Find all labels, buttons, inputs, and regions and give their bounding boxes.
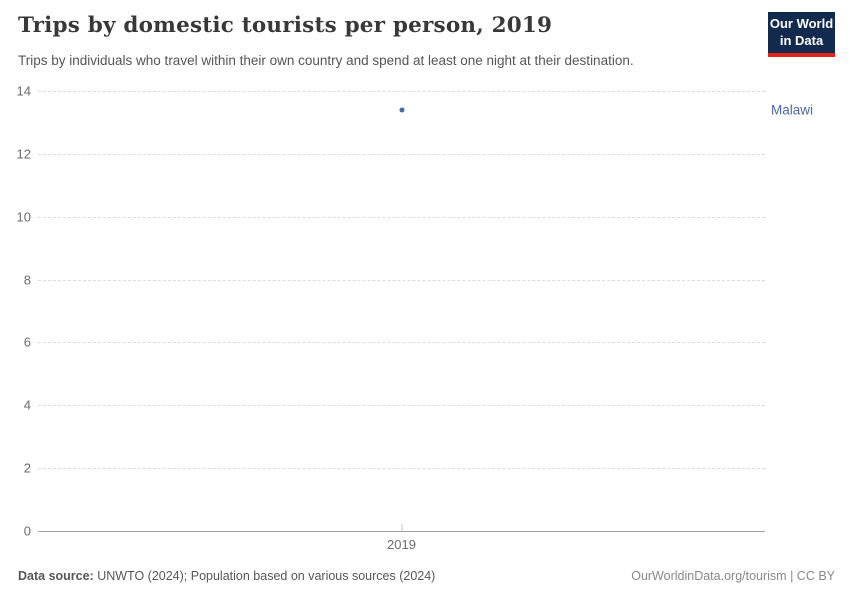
- chart-area: 0 2 4 6 8 10 12 14 2019 Malawi: [17, 84, 813, 553]
- entity-label-malawi[interactable]: Malawi: [771, 102, 814, 118]
- footer-source-text: UNWTO (2024); Population based on variou…: [93, 569, 436, 583]
- footer-license-link[interactable]: OurWorldinData.org/tourism | CC BY: [631, 569, 835, 583]
- owid-logo[interactable]: Our World in Data: [768, 12, 835, 57]
- page-title: Trips by domestic tourists per person, 2…: [18, 13, 553, 38]
- y-axis-tick-label: 10: [16, 209, 31, 225]
- y-gridline: [38, 153, 765, 155]
- y-axis-tick-label: 4: [23, 397, 31, 413]
- x-axis-tick: [401, 524, 402, 531]
- x-axis-line: [38, 531, 765, 532]
- y-gridline: [38, 279, 765, 281]
- data-point-malawi[interactable]: [399, 107, 404, 113]
- y-axis-tick-label: 12: [16, 146, 31, 162]
- footer-source-label: Data source:: [18, 569, 94, 583]
- y-gridline: [38, 216, 765, 218]
- owid-logo-line2: in Data: [779, 32, 824, 48]
- owid-logo-line1: Our World: [769, 15, 834, 31]
- x-axis-tick-label: 2019: [387, 537, 416, 552]
- y-axis-tick-label: 6: [23, 334, 31, 350]
- y-gridline: [38, 91, 765, 92]
- y-axis-tick-label: 14: [16, 83, 31, 99]
- footer-source: Data source: UNWTO (2024); Population ba…: [18, 569, 435, 583]
- y-gridline: [38, 342, 765, 344]
- y-gridline: [38, 405, 765, 407]
- y-gridline: [38, 468, 765, 470]
- page-subtitle: Trips by individuals who travel within t…: [18, 53, 634, 68]
- y-axis-tick-label: 0: [23, 523, 31, 539]
- y-axis-tick-label: 8: [23, 272, 31, 288]
- y-axis-tick-label: 2: [23, 460, 31, 476]
